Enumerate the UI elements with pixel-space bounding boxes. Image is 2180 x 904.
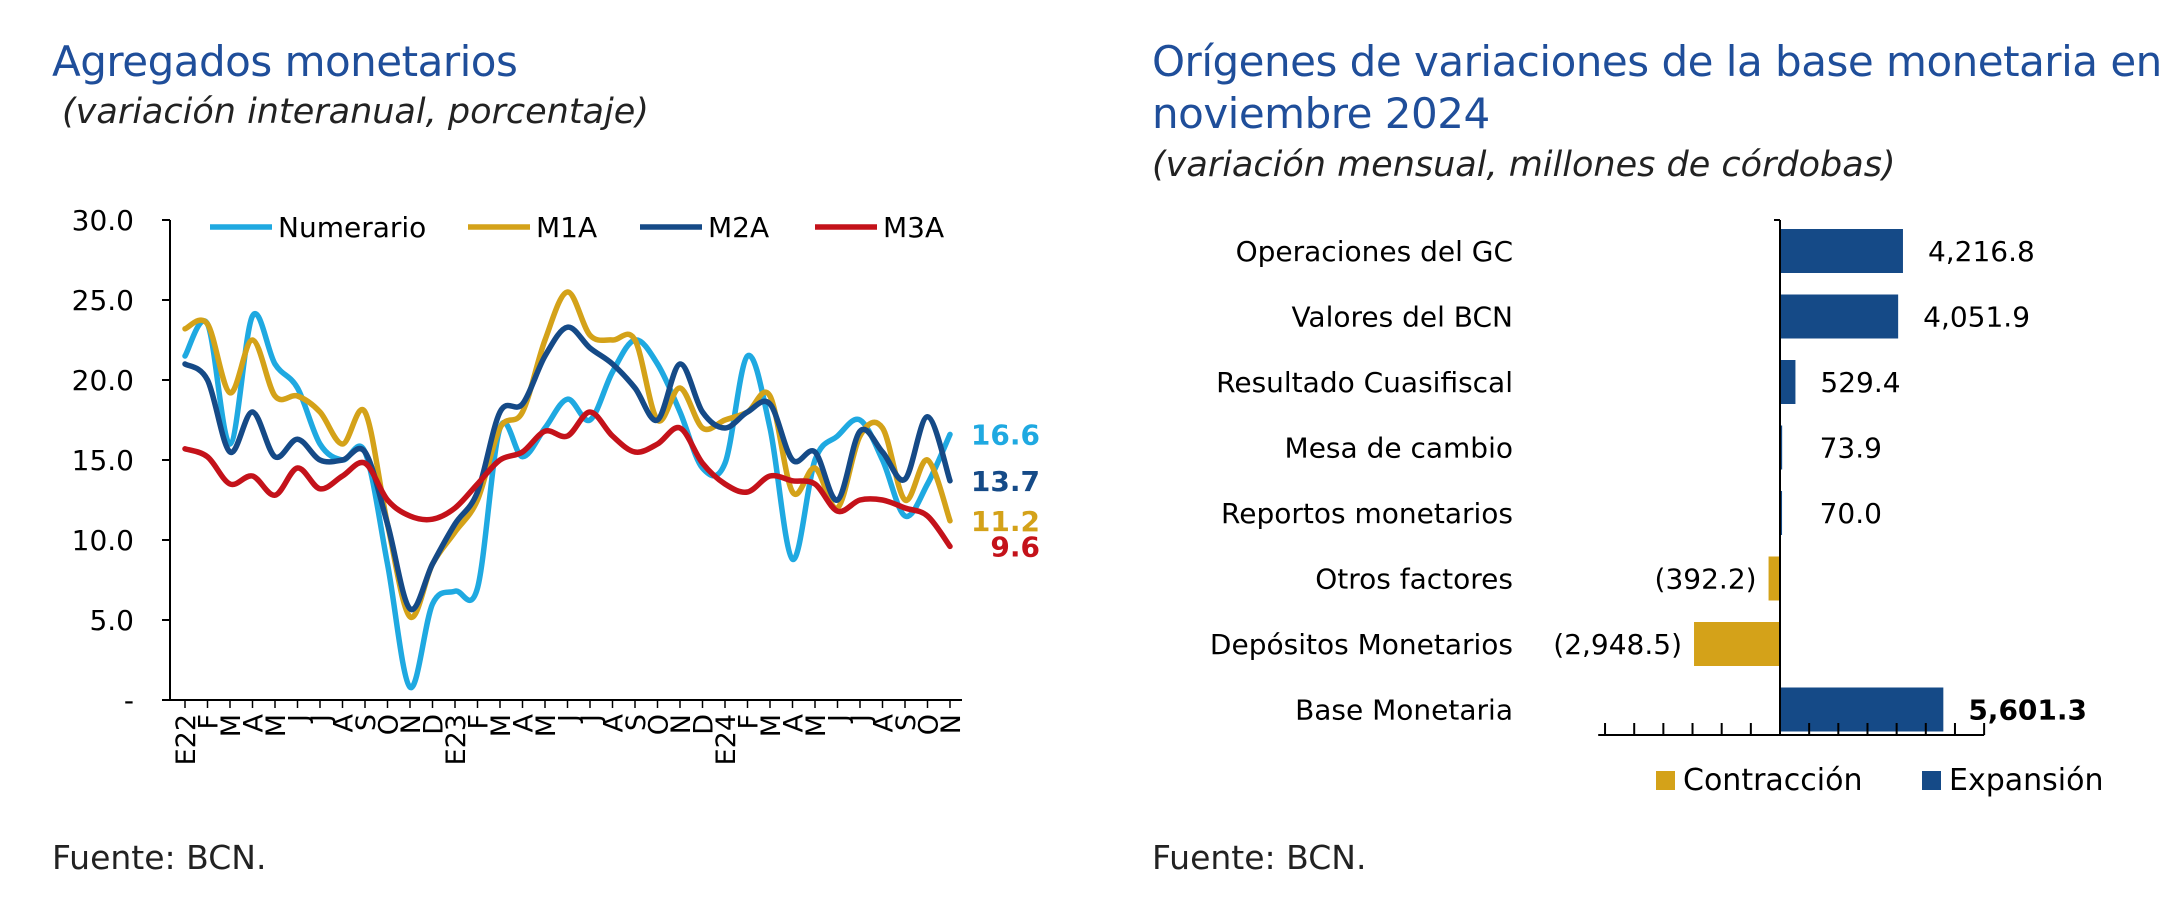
- legend-label-contraccion: Contracción: [1683, 763, 1863, 798]
- end-label-m1a: 11.2: [971, 505, 1040, 538]
- series-line-m2a: [182, 324, 953, 613]
- x-tick-label: N: [396, 714, 427, 734]
- y-tick-label: 25.0: [72, 284, 134, 317]
- right-chart-subtitle: (variación mensual, millones de córdobas…: [1152, 145, 1896, 185]
- x-tick-label: F: [464, 714, 495, 730]
- legend-label-m1a: M1A: [536, 211, 597, 244]
- bar-otros-factores: [1768, 556, 1780, 601]
- end-label-m3a: 9.6: [990, 530, 1040, 563]
- x-tick-label: J: [306, 714, 337, 724]
- x-tick-label: S: [621, 714, 652, 731]
- x-tick-label: J: [284, 714, 315, 724]
- line-chart: -5.010.015.020.025.030.0E22FMAMJJASONDE2…: [72, 204, 1040, 765]
- x-tick-label: O: [644, 714, 675, 735]
- x-tick-label: M: [216, 714, 247, 737]
- y-tick-label: 30.0: [72, 204, 134, 237]
- category-label-otros-factores: Otros factores: [1315, 563, 1513, 596]
- bar-operaciones-del-gc: [1780, 229, 1903, 273]
- left-source-note: Fuente: BCN.: [52, 838, 267, 877]
- x-tick-label: S: [891, 714, 922, 731]
- x-tick-label: A: [869, 713, 900, 732]
- x-tick-label: F: [194, 714, 225, 730]
- bar-reportos-monetarios: [1780, 491, 1783, 535]
- category-label-mesa-de-cambio: Mesa de cambio: [1285, 432, 1513, 465]
- value-label-otros-factores: (392.2): [1655, 563, 1757, 596]
- value-label-valores-del-bcn: 4,051.9: [1923, 301, 2030, 334]
- x-tick-label: J: [576, 714, 607, 724]
- x-tick-label: M: [261, 714, 292, 737]
- bar-valores-del-bcn: [1780, 294, 1899, 339]
- right-chart-title-line1: Orígenes de variaciones de la base monet…: [1152, 37, 2162, 86]
- x-tick-label: N: [936, 714, 967, 734]
- right-source-note: Fuente: BCN.: [1152, 838, 1367, 877]
- series-line-m3a: [182, 409, 953, 550]
- bar-chart-plot: Operaciones del GC 4,216.8 Valores del BCN…: [1210, 219, 2087, 736]
- line-chart-legend: Numerario M1A M2A M3A: [210, 211, 944, 244]
- legend-swatch-contraccion: [1656, 771, 1675, 790]
- x-tick-label: J: [554, 714, 585, 724]
- x-tick-label: A: [599, 713, 630, 732]
- value-label-resultado-cuasifiscal: 529.4: [1820, 366, 1900, 399]
- bar-resultado-cuasifiscal: [1780, 360, 1796, 404]
- value-label-base-monetaria: 5,601.3: [1968, 694, 2087, 727]
- x-tick-label: O: [914, 714, 945, 735]
- y-tick-label: -: [124, 684, 134, 717]
- value-label-reportos-monetarios: 70.0: [1820, 497, 1882, 530]
- x-tick-label: A: [329, 713, 360, 732]
- value-label-depositos-monetarios: (2,948.5): [1553, 628, 1682, 661]
- legend-label-numerario: Numerario: [278, 211, 426, 244]
- x-tick-label: A: [239, 713, 270, 732]
- x-tick-label: E24: [711, 714, 742, 765]
- legend-label-m2a: M2A: [708, 211, 769, 244]
- x-tick-label: A: [779, 713, 810, 732]
- left-chart-panel: Agregados monetarios (variación interanu…: [52, 37, 1040, 877]
- category-label-operaciones-del-gc: Operaciones del GC: [1236, 235, 1513, 268]
- x-tick-label: E22: [171, 714, 202, 765]
- value-label-mesa-de-cambio: 73.9: [1820, 432, 1882, 465]
- category-label-reportos-monetarios: Reportos monetarios: [1221, 497, 1513, 530]
- x-tick-label: D: [419, 714, 450, 735]
- y-tick-label: 10.0: [72, 524, 134, 557]
- y-tick-label: 20.0: [72, 364, 134, 397]
- bar-base-monetaria: [1780, 687, 1944, 732]
- category-label-valores-del-bcn: Valores del BCN: [1291, 301, 1513, 334]
- left-chart-title: Agregados monetarios: [52, 37, 518, 86]
- x-tick-label: O: [374, 714, 405, 735]
- line-chart-plot: -5.010.015.020.025.030.0E22FMAMJJASONDE2…: [72, 204, 1040, 765]
- x-tick-label: E23: [441, 714, 472, 765]
- x-tick-label: J: [824, 714, 855, 724]
- x-tick-label: J: [846, 714, 877, 724]
- end-label-m2a: 13.7: [971, 465, 1040, 498]
- y-tick-label: 5.0: [89, 604, 134, 637]
- category-label-depositos-monetarios: Depósitos Monetarios: [1210, 628, 1513, 661]
- category-label-base-monetaria: Base Monetaria: [1295, 694, 1513, 727]
- end-label-numerario: 16.6: [971, 418, 1040, 451]
- value-label-operaciones-del-gc: 4,216.8: [1928, 235, 2035, 268]
- legend-label-m3a: M3A: [883, 211, 944, 244]
- x-tick-label: N: [666, 714, 697, 734]
- bar-chart: Operaciones del GC 4,216.8 Valores del BCN…: [1210, 219, 2103, 798]
- x-tick-label: M: [801, 714, 832, 737]
- series-line-numerario: [182, 310, 953, 690]
- y-tick-label: 15.0: [72, 444, 134, 477]
- bar-mesa-de-cambio: [1780, 425, 1783, 470]
- x-tick-label: D: [689, 714, 720, 735]
- bar-chart-legend: Contracción Expansión: [1656, 763, 2103, 798]
- category-label-resultado-cuasifiscal: Resultado Cuasifiscal: [1216, 366, 1513, 399]
- x-tick-label: M: [756, 714, 787, 737]
- bar-depositos-monetarios: [1694, 622, 1780, 666]
- series-line-m1a: [182, 289, 953, 620]
- x-tick-label: M: [486, 714, 517, 737]
- legend-label-expansion: Expansión: [1949, 763, 2103, 798]
- x-tick-label: M: [531, 714, 562, 737]
- left-chart-subtitle: (variación interanual, porcentaje): [62, 92, 649, 132]
- legend-swatch-expansion: [1922, 771, 1941, 790]
- x-tick-label: F: [734, 714, 765, 730]
- x-tick-label: A: [509, 713, 540, 732]
- x-tick-label: S: [351, 714, 382, 731]
- right-chart-title-line2: noviembre 2024: [1152, 89, 1490, 138]
- right-chart-panel: Orígenes de variaciones de la base monet…: [1100, 0, 2180, 904]
